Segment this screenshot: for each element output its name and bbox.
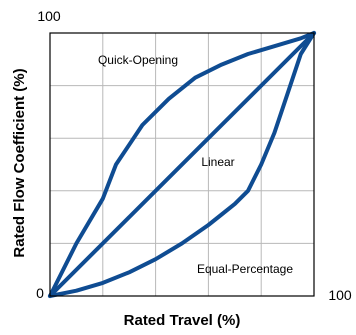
linear-curve <box>48 31 316 298</box>
quick-opening-label: Quick-Opening <box>98 53 178 67</box>
plot-frame <box>49 32 315 297</box>
equal-percentage-curve <box>48 31 316 298</box>
y-tick-max: 100 <box>37 8 61 24</box>
equal-percentage-label: Equal-Percentage <box>197 262 293 276</box>
series-lines <box>48 31 316 298</box>
grid <box>50 33 314 296</box>
x-tick-max: 100 <box>328 287 352 303</box>
x-axis-title: Rated Travel (%) <box>124 312 241 329</box>
linear-label: Linear <box>201 155 234 169</box>
origin-tick: 0 <box>36 285 44 301</box>
y-axis-title: Rated Flow Coefficient (%) <box>11 68 28 257</box>
quick-opening-curve <box>48 31 316 298</box>
